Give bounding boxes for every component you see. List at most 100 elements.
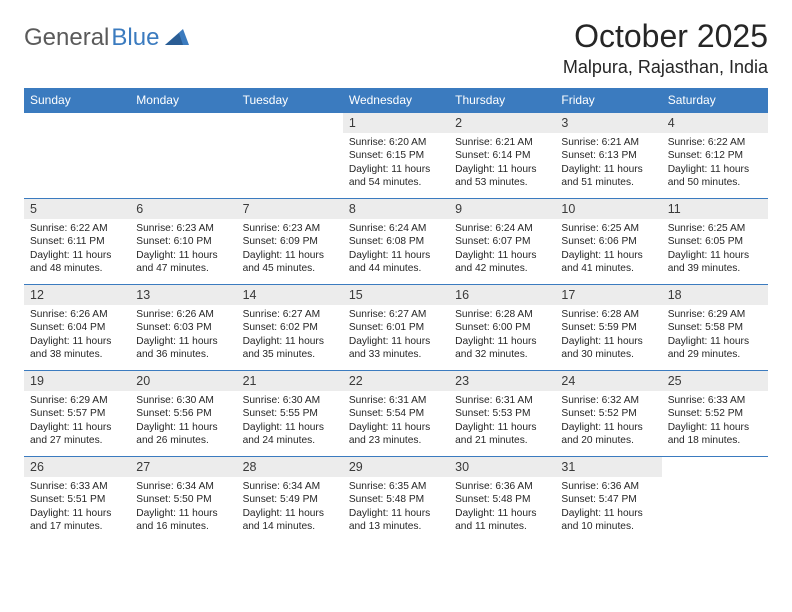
- day-number: 16: [449, 285, 555, 305]
- calendar-header-row: SundayMondayTuesdayWednesdayThursdayFrid…: [24, 88, 768, 113]
- calendar-week-row: 26Sunrise: 6:33 AMSunset: 5:51 PMDayligh…: [24, 457, 768, 543]
- sunrise-text: Sunrise: 6:27 AM: [243, 308, 337, 321]
- sunrise-text: Sunrise: 6:33 AM: [30, 480, 124, 493]
- day-details: Sunrise: 6:30 AMSunset: 5:55 PMDaylight:…: [237, 391, 343, 452]
- day-number: 13: [130, 285, 236, 305]
- calendar-week-row: 19Sunrise: 6:29 AMSunset: 5:57 PMDayligh…: [24, 371, 768, 457]
- day-details: Sunrise: 6:32 AMSunset: 5:52 PMDaylight:…: [555, 391, 661, 452]
- day-number: 1: [343, 113, 449, 133]
- daylight-text: Daylight: 11 hours and 21 minutes.: [455, 421, 549, 448]
- daylight-text: Daylight: 11 hours and 44 minutes.: [349, 249, 443, 276]
- day-details: Sunrise: 6:27 AMSunset: 6:02 PMDaylight:…: [237, 305, 343, 366]
- day-number: 24: [555, 371, 661, 391]
- sunrise-text: Sunrise: 6:26 AM: [136, 308, 230, 321]
- day-number: 30: [449, 457, 555, 477]
- day-number: 26: [24, 457, 130, 477]
- day-number: 12: [24, 285, 130, 305]
- daylight-text: Daylight: 11 hours and 45 minutes.: [243, 249, 337, 276]
- calendar-day-cell: 12Sunrise: 6:26 AMSunset: 6:04 PMDayligh…: [24, 285, 130, 371]
- daylight-text: Daylight: 11 hours and 33 minutes.: [349, 335, 443, 362]
- sunrise-text: Sunrise: 6:21 AM: [561, 136, 655, 149]
- daylight-text: Daylight: 11 hours and 42 minutes.: [455, 249, 549, 276]
- calendar-day-cell: 19Sunrise: 6:29 AMSunset: 5:57 PMDayligh…: [24, 371, 130, 457]
- daylight-text: Daylight: 11 hours and 50 minutes.: [668, 163, 762, 190]
- sunset-text: Sunset: 5:59 PM: [561, 321, 655, 334]
- calendar-day-cell: 30Sunrise: 6:36 AMSunset: 5:48 PMDayligh…: [449, 457, 555, 543]
- calendar-day-cell: 29Sunrise: 6:35 AMSunset: 5:48 PMDayligh…: [343, 457, 449, 543]
- sunrise-text: Sunrise: 6:23 AM: [243, 222, 337, 235]
- day-details: Sunrise: 6:20 AMSunset: 6:15 PMDaylight:…: [343, 133, 449, 194]
- day-number: 4: [662, 113, 768, 133]
- sunset-text: Sunset: 6:03 PM: [136, 321, 230, 334]
- day-details: Sunrise: 6:34 AMSunset: 5:49 PMDaylight:…: [237, 477, 343, 538]
- daylight-text: Daylight: 11 hours and 47 minutes.: [136, 249, 230, 276]
- calendar-day-cell: 16Sunrise: 6:28 AMSunset: 6:00 PMDayligh…: [449, 285, 555, 371]
- sunset-text: Sunset: 5:52 PM: [561, 407, 655, 420]
- daylight-text: Daylight: 11 hours and 24 minutes.: [243, 421, 337, 448]
- calendar-day-cell: [24, 113, 130, 199]
- day-details: Sunrise: 6:34 AMSunset: 5:50 PMDaylight:…: [130, 477, 236, 538]
- day-number: 31: [555, 457, 661, 477]
- day-number: 27: [130, 457, 236, 477]
- day-number: 29: [343, 457, 449, 477]
- weekday-header: Friday: [555, 88, 661, 113]
- calendar-week-row: 12Sunrise: 6:26 AMSunset: 6:04 PMDayligh…: [24, 285, 768, 371]
- sunset-text: Sunset: 5:48 PM: [455, 493, 549, 506]
- sunrise-text: Sunrise: 6:34 AM: [136, 480, 230, 493]
- sunrise-text: Sunrise: 6:36 AM: [455, 480, 549, 493]
- day-details: Sunrise: 6:33 AMSunset: 5:52 PMDaylight:…: [662, 391, 768, 452]
- day-number: 20: [130, 371, 236, 391]
- day-number: 11: [662, 199, 768, 219]
- calendar-day-cell: [662, 457, 768, 543]
- day-details: Sunrise: 6:26 AMSunset: 6:04 PMDaylight:…: [24, 305, 130, 366]
- day-details: Sunrise: 6:31 AMSunset: 5:54 PMDaylight:…: [343, 391, 449, 452]
- daylight-text: Daylight: 11 hours and 53 minutes.: [455, 163, 549, 190]
- calendar-day-cell: 5Sunrise: 6:22 AMSunset: 6:11 PMDaylight…: [24, 199, 130, 285]
- day-details: Sunrise: 6:28 AMSunset: 5:59 PMDaylight:…: [555, 305, 661, 366]
- logo: GeneralBlue: [24, 18, 189, 52]
- sunrise-text: Sunrise: 6:32 AM: [561, 394, 655, 407]
- day-details: Sunrise: 6:21 AMSunset: 6:14 PMDaylight:…: [449, 133, 555, 194]
- sunrise-text: Sunrise: 6:28 AM: [561, 308, 655, 321]
- sunset-text: Sunset: 6:11 PM: [30, 235, 124, 248]
- sunrise-text: Sunrise: 6:22 AM: [30, 222, 124, 235]
- daylight-text: Daylight: 11 hours and 16 minutes.: [136, 507, 230, 534]
- sunrise-text: Sunrise: 6:30 AM: [136, 394, 230, 407]
- sunrise-text: Sunrise: 6:27 AM: [349, 308, 443, 321]
- day-number: 9: [449, 199, 555, 219]
- location: Malpura, Rajasthan, India: [563, 57, 768, 78]
- header: GeneralBlue October 2025 Malpura, Rajast…: [24, 18, 768, 78]
- calendar-day-cell: 14Sunrise: 6:27 AMSunset: 6:02 PMDayligh…: [237, 285, 343, 371]
- sunrise-text: Sunrise: 6:31 AM: [455, 394, 549, 407]
- sunset-text: Sunset: 5:47 PM: [561, 493, 655, 506]
- calendar-day-cell: 7Sunrise: 6:23 AMSunset: 6:09 PMDaylight…: [237, 199, 343, 285]
- calendar-day-cell: 25Sunrise: 6:33 AMSunset: 5:52 PMDayligh…: [662, 371, 768, 457]
- daylight-text: Daylight: 11 hours and 23 minutes.: [349, 421, 443, 448]
- calendar-day-cell: [237, 113, 343, 199]
- calendar-day-cell: 18Sunrise: 6:29 AMSunset: 5:58 PMDayligh…: [662, 285, 768, 371]
- sunset-text: Sunset: 6:08 PM: [349, 235, 443, 248]
- calendar-day-cell: 31Sunrise: 6:36 AMSunset: 5:47 PMDayligh…: [555, 457, 661, 543]
- sunset-text: Sunset: 6:06 PM: [561, 235, 655, 248]
- day-details: Sunrise: 6:24 AMSunset: 6:08 PMDaylight:…: [343, 219, 449, 280]
- sunrise-text: Sunrise: 6:30 AM: [243, 394, 337, 407]
- day-details: Sunrise: 6:29 AMSunset: 5:58 PMDaylight:…: [662, 305, 768, 366]
- sunrise-text: Sunrise: 6:29 AM: [668, 308, 762, 321]
- sunset-text: Sunset: 5:57 PM: [30, 407, 124, 420]
- sunset-text: Sunset: 6:13 PM: [561, 149, 655, 162]
- sunset-text: Sunset: 6:09 PM: [243, 235, 337, 248]
- sunset-text: Sunset: 5:51 PM: [30, 493, 124, 506]
- day-number: 25: [662, 371, 768, 391]
- calendar-day-cell: 3Sunrise: 6:21 AMSunset: 6:13 PMDaylight…: [555, 113, 661, 199]
- sunrise-text: Sunrise: 6:28 AM: [455, 308, 549, 321]
- calendar-day-cell: 2Sunrise: 6:21 AMSunset: 6:14 PMDaylight…: [449, 113, 555, 199]
- calendar-day-cell: 17Sunrise: 6:28 AMSunset: 5:59 PMDayligh…: [555, 285, 661, 371]
- day-number: 28: [237, 457, 343, 477]
- calendar-day-cell: 23Sunrise: 6:31 AMSunset: 5:53 PMDayligh…: [449, 371, 555, 457]
- title-block: October 2025 Malpura, Rajasthan, India: [563, 18, 768, 78]
- sunrise-text: Sunrise: 6:34 AM: [243, 480, 337, 493]
- sunset-text: Sunset: 5:48 PM: [349, 493, 443, 506]
- sunset-text: Sunset: 6:01 PM: [349, 321, 443, 334]
- daylight-text: Daylight: 11 hours and 29 minutes.: [668, 335, 762, 362]
- daylight-text: Daylight: 11 hours and 17 minutes.: [30, 507, 124, 534]
